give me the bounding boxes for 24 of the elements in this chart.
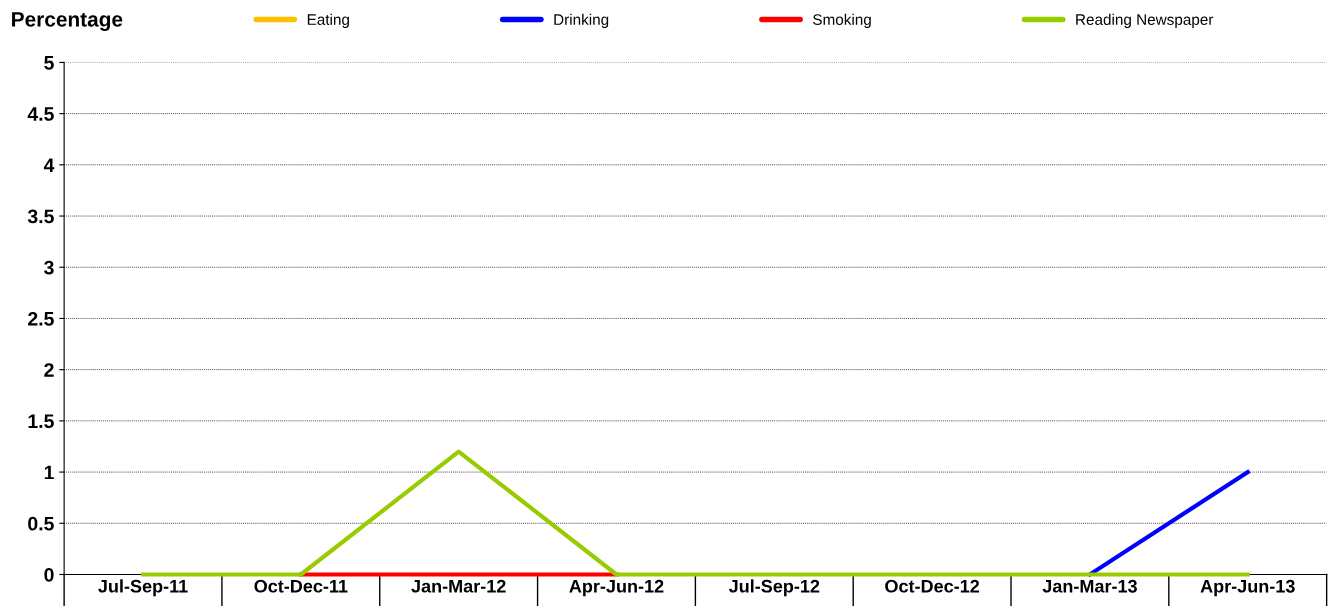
x-tick-label: Oct-Dec-11 [254,579,348,593]
x-tick-label: Jan-Mar-13 [1042,579,1137,593]
y-tick-label: 2 [44,363,54,377]
y-tick-label: 1.5 [28,414,54,429]
x-tick-label: Jul-Sep-12 [728,579,820,597]
y-tick-label: 5 [44,56,54,70]
x-tick-label: Oct-Dec-12 [885,579,980,593]
legend-label: Reading Newspaper [1076,13,1214,28]
x-tick-label: Apr-Jun-12 [569,579,664,597]
legend-label: Smoking [813,13,871,28]
y-tick-label: 4 [43,158,55,172]
y-tick-label: 2.5 [28,311,54,326]
y-axis-title: Percentage [12,12,123,31]
y-tick-label: 1 [44,465,54,480]
y-tick-label: 4.5 [27,107,54,121]
x-tick-label: Apr-Jun-13 [1200,579,1295,597]
legend-label: Drinking [554,13,609,28]
x-tick-label: Jan-Mar-12 [411,579,506,593]
y-tick-label: 3.5 [27,209,54,224]
legend-label: Eating [307,13,349,28]
y-tick-label: 0.5 [28,516,54,531]
x-tick-label: Jul-Sep-11 [98,579,188,597]
y-tick-label: 3 [44,260,54,275]
y-tick-label: 0 [44,567,54,582]
